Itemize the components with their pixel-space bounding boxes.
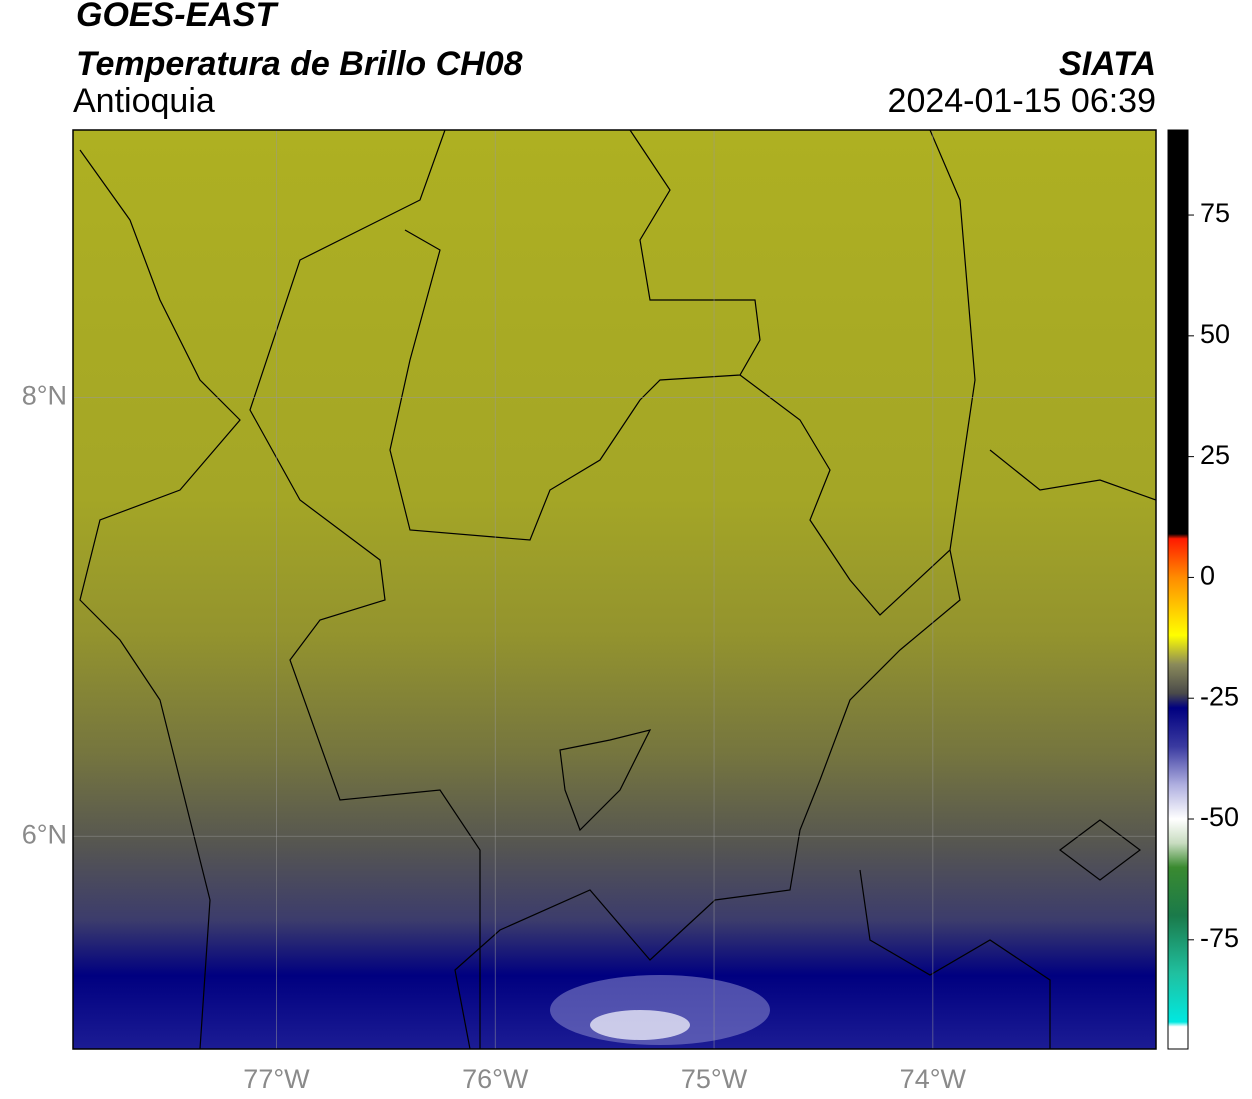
colorbar xyxy=(1167,129,1189,1050)
subtitle: Temperatura de Brillo CH08 xyxy=(76,45,523,83)
cold-cloud xyxy=(590,1010,690,1040)
x-tick-label: 74°W xyxy=(900,1064,967,1094)
x-tick-label: 77°W xyxy=(243,1064,310,1094)
borders xyxy=(79,130,1156,1049)
colorbar-tick-label: 50 xyxy=(1200,319,1230,349)
temperature-field xyxy=(73,130,1156,1049)
source: SIATA xyxy=(1059,45,1156,83)
colorbar-tick-label: -75 xyxy=(1200,923,1239,953)
map-area xyxy=(73,130,1156,1049)
x-tick-label: 75°W xyxy=(681,1064,748,1094)
map-frame xyxy=(72,129,1157,1050)
colorbar-tick-label: -50 xyxy=(1200,802,1239,832)
colorbar-tick-label: 0 xyxy=(1200,561,1215,591)
y-tick-label: 8°N xyxy=(22,381,67,411)
datetime: 2024-01-15 06:39 xyxy=(888,82,1156,120)
colorbar-tick-label: 25 xyxy=(1200,440,1230,470)
x-tick-label: 76°W xyxy=(462,1064,529,1094)
region: Antioquia xyxy=(73,82,215,120)
colorbar-tick-label: 75 xyxy=(1200,198,1230,228)
colorbar-tick-label: -25 xyxy=(1200,681,1239,711)
title: GOES-EAST xyxy=(76,0,279,34)
y-tick-label: 6°N xyxy=(22,819,67,849)
